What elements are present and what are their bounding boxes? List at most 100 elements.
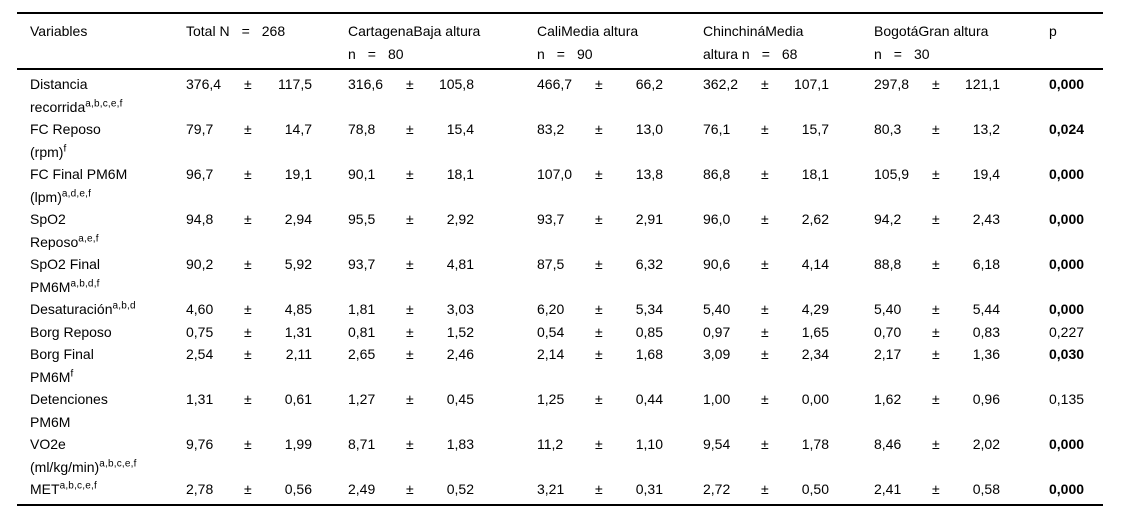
- cell-cartagena: 93,7 ±4,81: [348, 253, 537, 276]
- cell-cali: 2,14 ±1,68: [537, 343, 703, 366]
- cell-p: 0,000: [1049, 73, 1103, 96]
- sd-value: 2,62: [801, 211, 829, 227]
- sd-value: 5,44: [972, 301, 1000, 317]
- plus-minus-sign: ±: [595, 301, 603, 317]
- table-body: Distancia recorridaa,b,c,e,f 376,4 ±117,5…: [17, 70, 1103, 504]
- cell-p: 0,000: [1049, 208, 1103, 231]
- cell-bogota: 80,3 ±13,2: [874, 118, 1049, 141]
- equals-sign: =: [367, 45, 376, 62]
- cell-bogota: 8,46 ±2,02: [874, 433, 1049, 456]
- plus-minus-sign: ±: [595, 211, 603, 227]
- mean-value: 80,3: [874, 121, 902, 137]
- plus-minus-sign: ±: [406, 121, 414, 137]
- plus-minus-sign: ±: [761, 211, 769, 227]
- plus-minus-sign: ±: [595, 166, 603, 182]
- cell-bogota: 105,9 ±19,4: [874, 163, 1049, 186]
- table-row-vo2e: VO2e (ml/kg/min)a,b,c,e,f 9,76 ±1,99 8,71…: [17, 433, 1103, 478]
- mean-value: 0,54: [537, 323, 565, 340]
- cell-chinchina: 362,2 ±107,1: [703, 73, 874, 96]
- cell-total: 94,8 ±2,94: [186, 208, 348, 231]
- cell-cartagena: 2,65 ±2,46: [348, 343, 537, 366]
- total-n-count: 268: [261, 23, 286, 39]
- p-value: 0,024: [1049, 121, 1085, 137]
- mean-value: 316,6: [348, 76, 384, 92]
- cell-chinchina: 2,72 ±0,50: [703, 478, 874, 501]
- cell-bogota: 94,2 ±2,43: [874, 208, 1049, 231]
- mean-value: 0,70: [874, 323, 902, 340]
- mean-value: 8,46: [874, 436, 902, 452]
- plus-minus-sign: ±: [595, 256, 603, 272]
- sd-value: 18,1: [801, 166, 829, 182]
- sd-value: 5,92: [284, 256, 312, 272]
- cell-total: 9,76 ±1,99: [186, 433, 348, 456]
- table-row-borg-reposo: Borg Reposo 0,75 ±1,31 0,81 ±1,52 0,54 ±0,8…: [17, 321, 1103, 344]
- mean-value: 1,00: [703, 391, 731, 407]
- mean-value: 93,7: [348, 256, 376, 272]
- table-row-met: METa,b,c,e,f 2,78 ±0,56 2,49 ±0,52 3,21 ±0,…: [17, 478, 1103, 501]
- equals-sign: =: [761, 45, 770, 62]
- sd-value: 2,11: [285, 346, 312, 362]
- sd-value: 121,1: [964, 76, 1000, 92]
- mean-value: 376,4: [186, 76, 222, 92]
- sd-value: 2,43: [972, 211, 1000, 227]
- plus-minus-sign: ±: [932, 76, 940, 92]
- cell-bogota: 2,41 ±0,58: [874, 478, 1049, 501]
- footnote-marks: a,b,c,e,f: [59, 480, 97, 492]
- column-header-p: p: [1049, 20, 1103, 43]
- sd-value: 0,00: [801, 391, 829, 407]
- sd-value: 0,44: [635, 391, 663, 407]
- mean-value: 3,09: [703, 346, 731, 362]
- cell-bogota: 5,40 ±5,44: [874, 298, 1049, 321]
- p-value: 0,000: [1049, 166, 1085, 182]
- footnote-marks: a,b,d: [112, 300, 136, 312]
- cell-p: 0,227: [1049, 321, 1103, 344]
- plus-minus-sign: ±: [406, 301, 414, 317]
- mean-value: 8,71: [348, 436, 376, 452]
- plus-minus-sign: ±: [406, 76, 414, 92]
- mean-value: 94,2: [874, 211, 902, 227]
- plus-minus-sign: ±: [761, 301, 769, 317]
- plus-minus-sign: ±: [244, 256, 252, 272]
- sd-value: 5,34: [635, 301, 663, 317]
- plus-minus-sign: ±: [761, 391, 769, 407]
- plus-minus-sign: ±: [761, 121, 769, 137]
- mean-value: 94,8: [186, 211, 214, 227]
- plus-minus-sign: ±: [244, 301, 252, 317]
- plus-minus-sign: ±: [595, 391, 603, 407]
- plus-minus-sign: ±: [406, 391, 414, 407]
- sd-value: 105,8: [438, 76, 474, 92]
- sd-value: 107,1: [793, 76, 829, 92]
- cell-p: 0,000: [1049, 478, 1103, 501]
- sd-value: 2,91: [635, 211, 663, 227]
- sd-value: 6,18: [972, 256, 1000, 272]
- cell-p: 0,000: [1049, 253, 1103, 276]
- plus-minus-sign: ±: [932, 211, 940, 227]
- p-header-label: p: [1049, 23, 1057, 39]
- plus-minus-sign: ±: [761, 76, 769, 92]
- plus-minus-sign: ±: [244, 211, 252, 227]
- cell-cali: 93,7 ±2,91: [537, 208, 703, 231]
- footnote-marks: a,b,c,e,f: [85, 97, 123, 109]
- plus-minus-sign: ±: [761, 256, 769, 272]
- mean-value: 0,75: [186, 323, 214, 340]
- sd-value: 3,03: [446, 301, 474, 317]
- sd-value: 4,85: [284, 301, 312, 317]
- variable-label: SpO2 Reposoa,e,f: [30, 211, 99, 250]
- footnote-marks: f: [70, 367, 74, 379]
- group-title: CartagenaBaja altura: [348, 23, 481, 39]
- cell-cartagena: 8,71 ±1,83: [348, 433, 537, 456]
- plus-minus-sign: ±: [932, 346, 940, 362]
- p-value: 0,030: [1049, 346, 1085, 362]
- sd-value: 1,36: [972, 346, 1000, 362]
- cell-total: 1,31 ±0,61: [186, 388, 348, 411]
- sd-value: 2,02: [972, 436, 1000, 452]
- mean-value: 2,17: [874, 346, 902, 362]
- mean-value: 95,5: [348, 211, 376, 227]
- equals-sign: =: [556, 45, 565, 62]
- sd-value: 13,0: [635, 121, 663, 137]
- sd-value: 1,68: [635, 346, 663, 362]
- cell-cartagena: 2,49 ±0,52: [348, 478, 537, 501]
- footnote-marks: f: [63, 142, 67, 154]
- sd-value: 0,85: [635, 323, 663, 340]
- column-header-total: Total N = 268: [186, 20, 348, 43]
